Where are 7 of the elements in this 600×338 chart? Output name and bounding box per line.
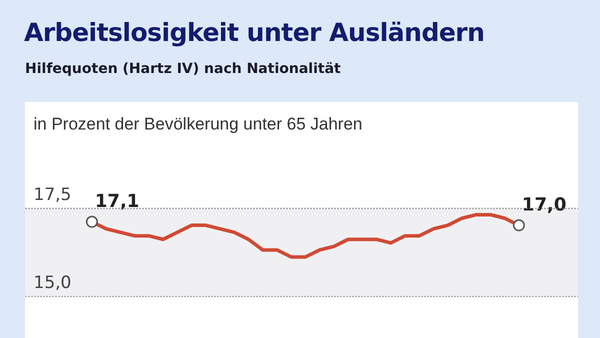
chart-title: Arbeitslosigkeit unter Ausländern <box>24 18 484 47</box>
y-axis-title: in Prozent der Bevölkerung unter 65 Jahren <box>34 114 362 134</box>
y-tick-label: 15,0 <box>34 273 72 294</box>
data-label: 17,1 <box>94 190 140 212</box>
y-tick-label: 17,5 <box>34 185 72 206</box>
chart-subtitle: Hilfequoten (Hartz IV) nach Nationalität <box>25 61 341 77</box>
data-label: 17,0 <box>522 194 566 216</box>
